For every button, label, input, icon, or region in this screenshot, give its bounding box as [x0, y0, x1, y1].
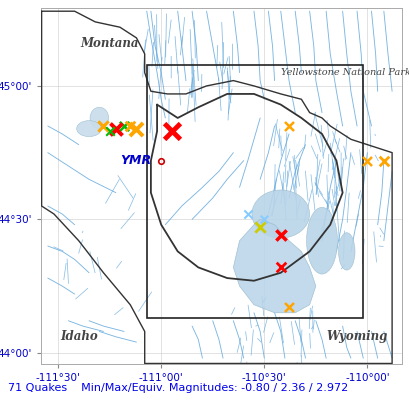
Point — [285, 123, 292, 129]
Ellipse shape — [306, 207, 337, 274]
Polygon shape — [233, 219, 315, 313]
Bar — [146, 64, 362, 318]
Point — [112, 126, 119, 132]
Text: Yellowstone National Park: Yellowstone National Park — [280, 68, 409, 77]
Point — [380, 158, 386, 164]
Point — [121, 123, 127, 129]
Point — [168, 128, 174, 134]
Point — [127, 123, 133, 129]
Point — [261, 216, 267, 222]
Point — [100, 123, 106, 129]
Point — [133, 126, 139, 132]
Text: YMR: YMR — [119, 154, 151, 167]
Ellipse shape — [76, 121, 101, 137]
Point — [106, 128, 112, 134]
Ellipse shape — [90, 107, 108, 129]
Point — [256, 224, 263, 230]
Point — [112, 126, 119, 132]
Text: Wyoming: Wyoming — [326, 330, 387, 343]
Ellipse shape — [251, 190, 309, 238]
Text: Montana: Montana — [80, 37, 139, 50]
Point — [363, 158, 370, 164]
Text: Idaho: Idaho — [60, 330, 97, 343]
Point — [277, 264, 283, 270]
Ellipse shape — [338, 233, 354, 270]
Text: 71 Quakes    Min/Max/Equiv. Magnitudes: -0.80 / 2.36 / 2.972: 71 Quakes Min/Max/Equiv. Magnitudes: -0.… — [8, 383, 348, 393]
Point — [277, 232, 283, 238]
Point — [285, 304, 292, 311]
Point — [244, 211, 250, 217]
